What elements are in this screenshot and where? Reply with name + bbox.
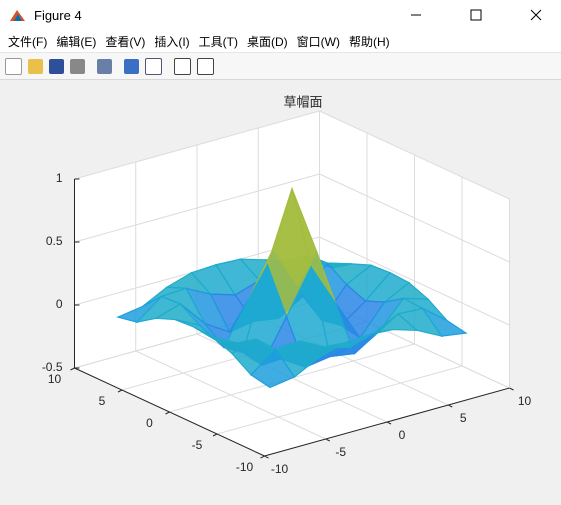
y-tick-label: 5: [99, 394, 106, 408]
tick-mark: [117, 389, 123, 393]
menu-item[interactable]: 工具(T): [198, 34, 238, 49]
window-title: Figure 4: [34, 7, 82, 23]
y-tick-label: -10: [236, 460, 254, 474]
grid-line: [74, 110, 320, 180]
x-axis: [264, 387, 510, 457]
x-tick-label: -5: [335, 445, 346, 459]
menu-item[interactable]: 文件(F): [8, 34, 48, 49]
menu-item[interactable]: 窗口(W): [296, 34, 340, 49]
grid-line: [216, 365, 463, 435]
grid-line: [319, 110, 510, 200]
menu-item[interactable]: 插入(I): [154, 34, 190, 49]
app-icon: [10, 10, 25, 21]
tick-mark: [212, 433, 218, 437]
print-icon[interactable]: [70, 58, 85, 74]
open-icon[interactable]: [28, 58, 43, 74]
legend-icon[interactable]: [145, 57, 162, 75]
tick-mark: [165, 411, 170, 415]
y-tick-label: 0: [146, 416, 153, 430]
save-icon[interactable]: [49, 58, 64, 74]
x-tick-label: 5: [460, 411, 467, 425]
x-tick-label: 0: [399, 428, 406, 442]
colorbar-icon[interactable]: [124, 58, 139, 74]
y-tick-label: 10: [48, 372, 62, 386]
z-tick-label: 0.5: [46, 234, 63, 248]
mesh-cell: [250, 348, 296, 389]
new-icon[interactable]: [5, 57, 22, 75]
window-controls[interactable]: [391, 5, 561, 25]
title-bar: Figure 4: [0, 0, 561, 30]
menu-bar: 文件(F) 编辑(E) 查看(V) 插入(I) 工具(T) 桌面(D) 窗口(W) 帮助(H): [0, 30, 561, 53]
tick-mark: [509, 387, 514, 391]
menu-item[interactable]: 帮助(H): [348, 34, 390, 49]
pointer-icon[interactable]: [174, 57, 191, 75]
menu-item[interactable]: 编辑(E): [56, 34, 97, 49]
menu-item[interactable]: 查看(V): [105, 34, 146, 49]
x-tick-label: 10: [518, 394, 532, 408]
export-icon[interactable]: [97, 58, 112, 74]
grid-line: [74, 173, 320, 243]
y-axis: [74, 367, 265, 457]
grid-line: [319, 173, 510, 263]
y-tick-label: -5: [192, 438, 203, 452]
property-icon[interactable]: [197, 57, 214, 75]
x-tick-label: -10: [271, 462, 289, 476]
toolbar: [0, 53, 561, 80]
z-tick-label: -0.5: [42, 360, 63, 374]
menu-item[interactable]: 桌面(D): [246, 34, 288, 49]
tick-mark: [70, 367, 75, 371]
chart-title: 草帽面: [283, 94, 322, 109]
grid-line: [319, 236, 510, 326]
tick-mark: [260, 455, 265, 459]
z-tick-label: 1: [56, 171, 63, 185]
z-tick-label: 0: [56, 297, 63, 311]
